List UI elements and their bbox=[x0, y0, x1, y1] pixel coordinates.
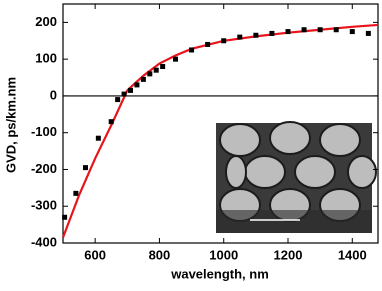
data-point bbox=[237, 34, 243, 40]
y-tick-label: 0 bbox=[50, 87, 57, 102]
y-tick-label: -400 bbox=[31, 234, 57, 249]
data-point bbox=[333, 27, 339, 33]
data-point bbox=[285, 29, 291, 35]
data-point bbox=[365, 30, 371, 36]
y-tick-label: -100 bbox=[31, 124, 57, 139]
fit-line bbox=[61, 23, 379, 238]
data-point bbox=[134, 82, 140, 88]
data-point bbox=[269, 30, 275, 36]
y-tick-label: -300 bbox=[31, 198, 57, 213]
y-tick-label: -200 bbox=[31, 161, 57, 176]
data-point bbox=[128, 87, 133, 93]
inset-image bbox=[216, 121, 377, 233]
data-point bbox=[83, 165, 88, 171]
x-tick-label: 1000 bbox=[209, 247, 238, 262]
data-point bbox=[349, 29, 355, 35]
data-point bbox=[189, 47, 195, 53]
x-axis-label: wavelength, nm bbox=[170, 266, 269, 281]
data-point bbox=[301, 27, 307, 33]
data-point bbox=[153, 67, 159, 73]
data-point bbox=[140, 76, 146, 82]
y-tick-label: 200 bbox=[35, 14, 57, 29]
data-point bbox=[160, 64, 166, 70]
data-point bbox=[115, 97, 121, 103]
x-tick-label: 600 bbox=[84, 247, 106, 262]
data-point bbox=[253, 32, 259, 38]
y-tick-label: 100 bbox=[35, 51, 57, 66]
y-axis-label: GVD, ps/km.nm bbox=[3, 77, 18, 173]
data-point bbox=[205, 41, 211, 47]
data-point bbox=[121, 91, 127, 97]
data-point bbox=[95, 135, 101, 141]
x-tick-label: 1400 bbox=[338, 247, 367, 262]
data-point bbox=[173, 56, 178, 62]
plot-frame bbox=[62, 3, 379, 244]
data-point bbox=[62, 214, 68, 220]
data-point bbox=[73, 190, 79, 196]
data-point bbox=[108, 119, 114, 125]
data-point bbox=[221, 38, 227, 44]
data-point bbox=[147, 71, 153, 77]
x-tick-label: 1200 bbox=[274, 247, 303, 262]
x-tick-label: 800 bbox=[149, 247, 171, 262]
data-point bbox=[317, 27, 323, 33]
